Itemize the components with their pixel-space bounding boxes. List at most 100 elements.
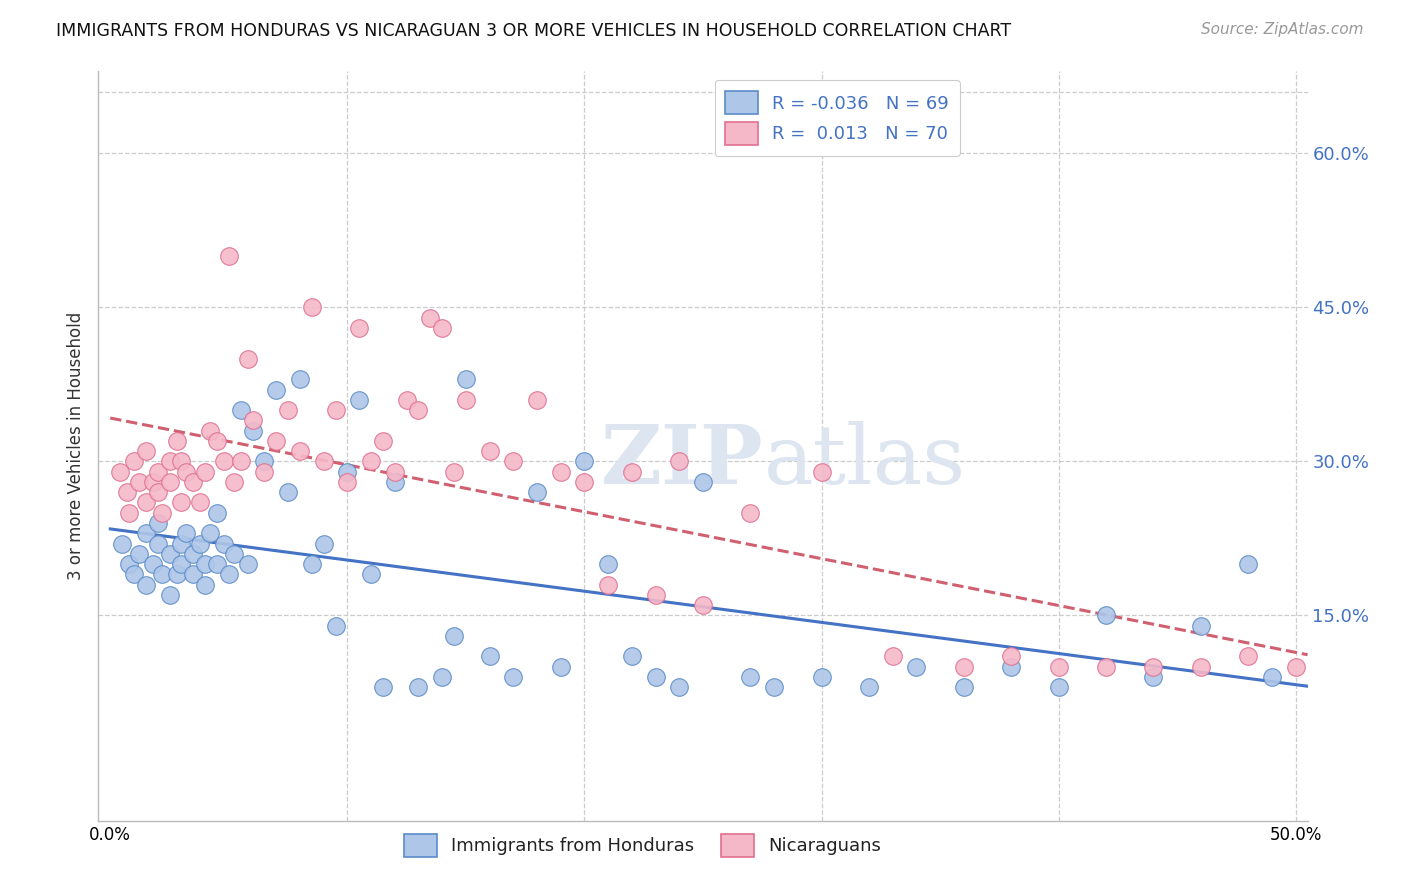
Point — [205, 434, 228, 448]
Point — [454, 372, 477, 386]
Point — [301, 557, 323, 571]
Point — [288, 372, 311, 386]
Point — [336, 475, 359, 489]
Point — [550, 465, 572, 479]
Point — [1237, 649, 1260, 664]
Point — [1000, 649, 1022, 664]
Point — [620, 465, 643, 479]
Point — [229, 454, 252, 468]
Point — [146, 485, 169, 500]
Point — [312, 454, 335, 468]
Point — [190, 536, 212, 550]
Point — [644, 588, 666, 602]
Point — [384, 465, 406, 479]
Point — [371, 680, 394, 694]
Point — [1047, 680, 1070, 694]
Point — [1095, 659, 1118, 673]
Point — [810, 465, 832, 479]
Point — [325, 618, 347, 632]
Point — [550, 659, 572, 673]
Legend: Immigrants from Honduras, Nicaraguans: Immigrants from Honduras, Nicaraguans — [396, 826, 889, 864]
Point — [135, 444, 157, 458]
Point — [222, 547, 245, 561]
Point — [810, 670, 832, 684]
Point — [454, 392, 477, 407]
Point — [135, 577, 157, 591]
Point — [574, 475, 596, 489]
Point — [135, 526, 157, 541]
Point — [419, 310, 441, 325]
Point — [159, 588, 181, 602]
Point — [952, 659, 974, 673]
Point — [1379, 659, 1402, 673]
Point — [312, 536, 335, 550]
Point — [146, 465, 169, 479]
Point — [181, 547, 204, 561]
Point — [1189, 659, 1212, 673]
Point — [526, 485, 548, 500]
Point — [222, 475, 245, 489]
Point — [1261, 670, 1284, 684]
Point — [1047, 659, 1070, 673]
Point — [236, 351, 259, 366]
Point — [644, 670, 666, 684]
Point — [740, 670, 762, 684]
Point — [170, 495, 193, 509]
Point — [198, 526, 221, 541]
Point — [763, 680, 786, 694]
Point — [128, 475, 150, 489]
Point — [159, 454, 181, 468]
Point — [242, 413, 264, 427]
Point — [128, 547, 150, 561]
Point — [118, 557, 141, 571]
Point — [181, 475, 204, 489]
Point — [174, 465, 197, 479]
Point — [115, 485, 138, 500]
Point — [408, 680, 430, 694]
Point — [740, 506, 762, 520]
Point — [288, 444, 311, 458]
Point — [205, 506, 228, 520]
Point — [347, 392, 370, 407]
Point — [478, 444, 501, 458]
Point — [395, 392, 418, 407]
Point — [264, 434, 287, 448]
Point — [408, 403, 430, 417]
Point — [432, 321, 454, 335]
Point — [526, 392, 548, 407]
Point — [170, 557, 193, 571]
Point — [166, 567, 188, 582]
Point — [1142, 659, 1164, 673]
Point — [146, 536, 169, 550]
Text: atlas: atlas — [763, 421, 966, 501]
Point — [336, 465, 359, 479]
Point — [360, 567, 382, 582]
Point — [905, 659, 928, 673]
Point — [108, 465, 131, 479]
Point — [301, 301, 323, 315]
Point — [118, 506, 141, 520]
Point — [181, 567, 204, 582]
Point — [170, 536, 193, 550]
Point — [692, 598, 714, 612]
Point — [1189, 618, 1212, 632]
Point — [218, 249, 240, 263]
Point — [152, 506, 174, 520]
Point — [198, 424, 221, 438]
Point — [360, 454, 382, 468]
Point — [692, 475, 714, 489]
Point — [598, 557, 620, 571]
Text: ZIP: ZIP — [600, 421, 763, 501]
Point — [253, 454, 276, 468]
Point — [1142, 670, 1164, 684]
Point — [122, 567, 145, 582]
Point — [135, 495, 157, 509]
Point — [212, 454, 235, 468]
Point — [218, 567, 240, 582]
Point — [159, 475, 181, 489]
Point — [443, 465, 465, 479]
Point — [325, 403, 347, 417]
Point — [598, 577, 620, 591]
Point — [882, 649, 904, 664]
Text: IMMIGRANTS FROM HONDURAS VS NICARAGUAN 3 OR MORE VEHICLES IN HOUSEHOLD CORRELATI: IMMIGRANTS FROM HONDURAS VS NICARAGUAN 3… — [56, 22, 1011, 40]
